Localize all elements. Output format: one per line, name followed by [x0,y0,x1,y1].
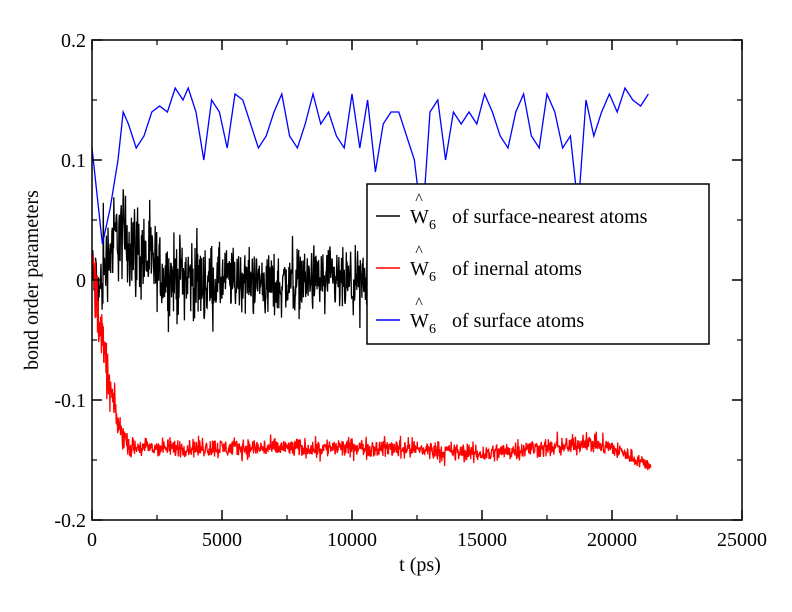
y-axis-title: bond order parameters [21,190,43,370]
legend-hat-1: ^ [415,243,423,260]
y-tick-label: -0.2 [54,510,86,532]
series-line-1 [91,253,652,471]
x-tick-label: 5000 [202,529,242,551]
legend-label-1: of inernal atoms [452,258,582,280]
y-tick-label: 0 [76,270,86,292]
legend-box [366,183,710,345]
x-axis-title: t (ps) [399,554,441,576]
legend-symbol-1: W [410,258,429,280]
x-tick-label: 25000 [717,529,767,551]
legend: ^W 6 of surface-nearest atoms^W 6 of inernal… [366,183,710,345]
y-axis-tick-labels: -0.2 -0.1 0 0.1 0.2 [54,30,86,532]
y-axis-ticks [92,39,742,521]
x-tick-label: 0 [87,529,97,551]
legend-hat-0: ^ [415,191,423,208]
legend-subscript-0: 6 [429,218,436,233]
y-tick-label: 0.2 [61,30,86,52]
legend-subscript-2: 6 [429,322,436,337]
x-tick-label: 20000 [587,529,637,551]
x-tick-label: 10000 [327,529,377,551]
x-axis-tick-labels: 0 5000 10000 15000 20000 25000 [87,529,767,551]
legend-subscript-1: 6 [429,270,436,285]
y-tick-label: -0.1 [54,390,86,412]
x-tick-label: 15000 [457,529,507,551]
x-axis-ticks [91,40,743,520]
legend-symbol-0: W [410,206,429,228]
series-line-2 [91,86,649,245]
legend-label-0: of surface-nearest atoms [452,206,648,228]
legend-symbol-2: W [410,310,429,332]
y-tick-label: 0.1 [61,150,86,172]
legend-hat-2: ^ [415,295,423,312]
legend-label-2: of surface atoms [452,310,584,332]
